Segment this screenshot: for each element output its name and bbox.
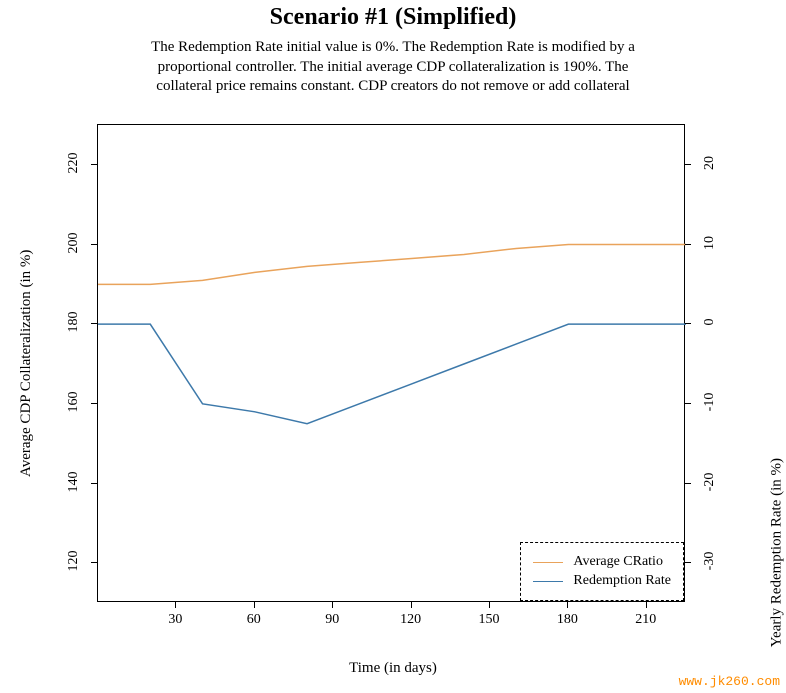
- series-line: [98, 245, 686, 285]
- axis-tick: [489, 602, 490, 608]
- axis-tick-label: 140: [66, 467, 82, 497]
- axis-tick-label: -20: [702, 467, 718, 497]
- legend-item: Redemption Rate: [533, 573, 671, 589]
- y-axis-right-label: Yearly Redemption Rate (in %): [768, 458, 785, 647]
- axis-tick: [91, 562, 97, 563]
- axis-tick-label: 0: [702, 307, 718, 337]
- axis-tick: [646, 602, 647, 608]
- axis-tick: [91, 164, 97, 165]
- axis-tick-label: 200: [66, 228, 82, 258]
- axis-tick: [685, 483, 691, 484]
- axis-tick: [685, 164, 691, 165]
- axis-tick: [175, 602, 176, 608]
- axis-tick: [685, 323, 691, 324]
- axis-tick-label: 220: [66, 148, 82, 178]
- series-line: [98, 324, 686, 424]
- legend-label: Redemption Rate: [573, 573, 671, 589]
- axis-tick-label: -10: [702, 387, 718, 417]
- chart-page: { "chart": { "type": "line", "title": "S…: [0, 0, 786, 693]
- axis-tick-label: 60: [234, 612, 274, 628]
- watermark: www.jk260.com: [679, 674, 780, 689]
- axis-tick: [567, 602, 568, 608]
- axis-tick: [254, 602, 255, 608]
- axis-tick-label: 30: [155, 612, 195, 628]
- y-axis-left-label: Average CDP Collateralization (in %): [18, 249, 35, 476]
- legend-label: Average CRatio: [573, 554, 663, 570]
- legend-swatch: [533, 581, 563, 582]
- axis-tick-label: 150: [469, 612, 509, 628]
- plot-area: Average CRatio Redemption Rate: [97, 124, 685, 602]
- axis-tick-label: 90: [312, 612, 352, 628]
- axis-tick: [685, 244, 691, 245]
- axis-tick-label: 210: [626, 612, 666, 628]
- chart-subtitle: The Redemption Rate initial value is 0%.…: [130, 38, 656, 97]
- axis-tick-label: 120: [391, 612, 431, 628]
- axis-tick-label: 180: [66, 307, 82, 337]
- axis-tick-label: 160: [66, 387, 82, 417]
- axis-tick: [91, 483, 97, 484]
- axis-tick-label: 20: [702, 148, 718, 178]
- axis-tick-label: -30: [702, 546, 718, 576]
- legend-swatch: [533, 562, 563, 563]
- axis-tick-label: 180: [547, 612, 587, 628]
- axis-tick: [685, 562, 691, 563]
- axis-tick-label: 10: [702, 228, 718, 258]
- axis-tick: [91, 244, 97, 245]
- chart-title: Scenario #1 (Simplified): [0, 4, 786, 31]
- plot-lines: [98, 125, 684, 601]
- legend: Average CRatio Redemption Rate: [520, 542, 684, 601]
- axis-tick-label: 120: [66, 546, 82, 576]
- x-axis-label: Time (in days): [0, 660, 786, 677]
- axis-tick: [332, 602, 333, 608]
- legend-item: Average CRatio: [533, 554, 671, 570]
- axis-tick: [411, 602, 412, 608]
- axis-tick: [91, 323, 97, 324]
- axis-tick: [685, 403, 691, 404]
- axis-tick: [91, 403, 97, 404]
